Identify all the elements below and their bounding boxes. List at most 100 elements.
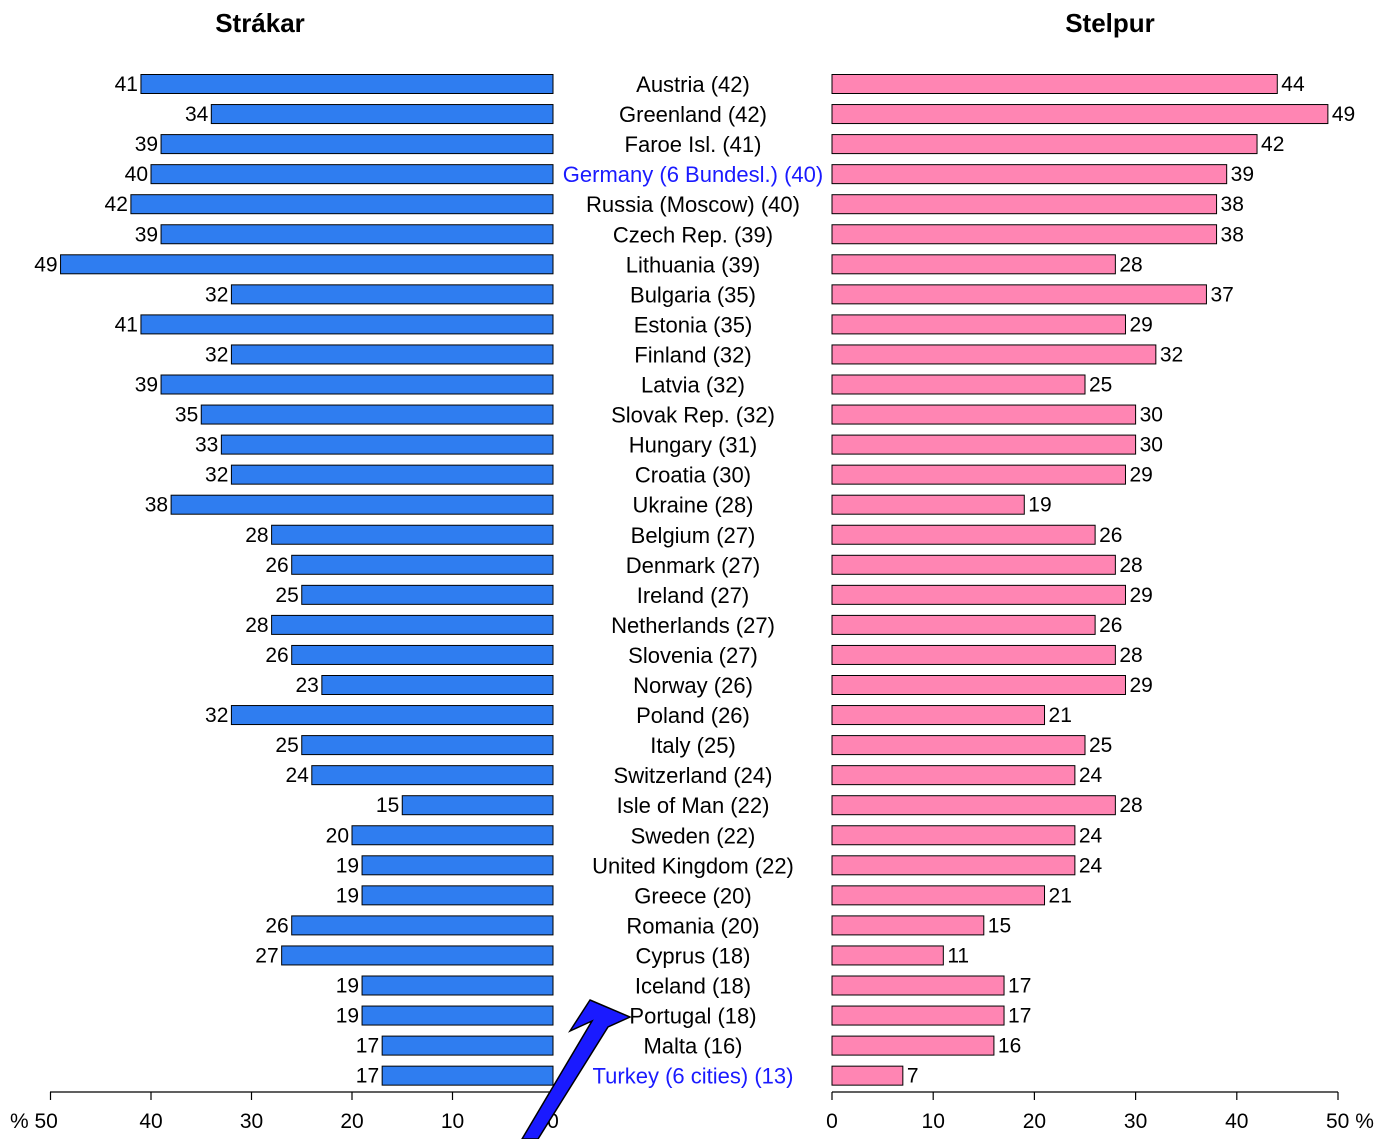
right-bar-value: 24	[1079, 854, 1103, 877]
right-bar	[831, 675, 1126, 695]
left-bar-value: 25	[275, 584, 298, 607]
right-bar	[831, 224, 1218, 245]
left-bar-value: 35	[175, 404, 198, 427]
left-bar	[160, 374, 554, 395]
right-bar	[831, 284, 1207, 305]
country-label: Finland (32)	[634, 342, 751, 367]
left-bar-value: 17	[356, 1065, 379, 1088]
right-bar-value: 17	[1008, 975, 1031, 998]
country-labels: Austria (42) Greenland (42) Faroe Isl. (41…	[563, 72, 823, 1089]
country-label: Denmark (27)	[626, 553, 760, 578]
right-bar-value: 21	[1049, 704, 1072, 727]
right-bar-value: 32	[1160, 343, 1183, 366]
left-bar-value: 42	[105, 193, 128, 216]
country-label: Turkey (6 cities) (13)	[593, 1064, 794, 1089]
right-axis-tick-label: 0	[826, 1110, 838, 1133]
right-bar-value: 28	[1119, 644, 1142, 667]
right-bar	[831, 644, 1116, 665]
left-bar	[140, 74, 554, 94]
right-bar	[831, 404, 1137, 425]
right-bar-value: 29	[1129, 584, 1152, 607]
right-bar	[831, 434, 1137, 455]
right-bar	[831, 1005, 1005, 1026]
right-bar	[831, 825, 1076, 846]
country-label: Russia (Moscow) (40)	[586, 192, 800, 217]
left-bar-value: 19	[336, 884, 359, 907]
right-axis-tick-label: 40	[1225, 1110, 1248, 1133]
right-bar-value: 15	[988, 914, 1011, 937]
right-bar	[831, 855, 1076, 876]
right-axis-tick-label: 50 %	[1326, 1110, 1374, 1133]
left-bar-value: 27	[255, 944, 278, 967]
left-bar-value: 20	[326, 824, 349, 847]
right-bar	[831, 164, 1228, 185]
right-bar-value: 24	[1079, 824, 1103, 847]
right-bar-value: 17	[1008, 1005, 1031, 1028]
left-bar	[230, 344, 554, 365]
right-bar-value: 19	[1028, 494, 1051, 517]
left-bar	[381, 1065, 554, 1086]
left-bar-value: 32	[205, 464, 228, 487]
left-bar-value: 32	[205, 283, 228, 306]
country-label: Ireland (27)	[637, 583, 750, 608]
right-bar	[831, 735, 1086, 756]
right-bar	[831, 374, 1086, 395]
right-axis-tick-label: 20	[1023, 1110, 1046, 1133]
left-bar-value: 34	[185, 103, 209, 126]
left-axis-tick-label: 20	[340, 1110, 363, 1133]
country-label: Italy (25)	[650, 733, 736, 758]
country-label: Bulgaria (35)	[630, 282, 756, 307]
right-bar	[831, 254, 1116, 275]
country-label: Croatia (30)	[635, 463, 751, 488]
left-bar	[301, 735, 554, 756]
right-bar-value: 30	[1140, 404, 1163, 427]
country-label: Germany (6 Bundesl.) (40)	[563, 162, 823, 187]
country-label: Portugal (18)	[629, 1004, 756, 1029]
left-bar	[60, 254, 554, 275]
right-bar-value: 38	[1221, 223, 1244, 246]
right-bar	[831, 975, 1005, 996]
left-bar	[200, 404, 554, 425]
right-bar	[831, 1065, 904, 1086]
right-bar	[831, 765, 1076, 786]
right-bar-value: 39	[1231, 163, 1254, 186]
left-bar	[140, 314, 554, 335]
left-bar-value: 15	[376, 794, 399, 817]
right-bar	[831, 134, 1258, 155]
country-label: Austria (42)	[636, 72, 750, 97]
left-bar	[291, 644, 554, 665]
right-bar-value: 28	[1119, 253, 1142, 276]
country-label: Slovak Rep. (32)	[611, 403, 775, 428]
right-axis-tick-label: 30	[1124, 1110, 1147, 1133]
left-bar	[220, 434, 554, 455]
right-bar	[831, 885, 1046, 906]
left-axis-tick-label: 0	[547, 1110, 559, 1133]
left-bar-value: 24	[285, 764, 309, 787]
country-label: Netherlands (27)	[611, 613, 775, 638]
right-bar	[831, 945, 944, 966]
left-bar-value: 28	[245, 614, 268, 637]
country-label: Estonia (35)	[634, 312, 753, 337]
right-bar	[831, 705, 1046, 726]
right-bars: 44 49 42 39 38 38 28 37 29 32 25 30 30 29 19 26 28 29 26 28…	[831, 73, 1355, 1088]
left-bar	[401, 795, 554, 816]
left-bar	[210, 104, 554, 125]
right-bar-value: 29	[1129, 313, 1152, 336]
left-bar	[291, 915, 554, 936]
right-axis: 0 10 20 30 40 50 %	[826, 1091, 1374, 1133]
right-bar-value: 25	[1089, 734, 1112, 757]
left-bar	[381, 1035, 554, 1056]
left-bar	[321, 675, 554, 695]
country-label: Sweden (22)	[631, 823, 756, 848]
right-bar-value: 24	[1079, 764, 1103, 787]
left-bar	[281, 945, 554, 966]
country-label: Greenland (42)	[619, 102, 767, 127]
right-bar-value: 25	[1089, 374, 1112, 397]
left-bar	[230, 284, 554, 305]
right-bar-value: 42	[1261, 133, 1284, 156]
left-bar	[361, 855, 554, 876]
country-label: Belgium (27)	[631, 523, 756, 548]
right-bar	[831, 314, 1126, 335]
country-label: Cyprus (18)	[636, 943, 751, 968]
